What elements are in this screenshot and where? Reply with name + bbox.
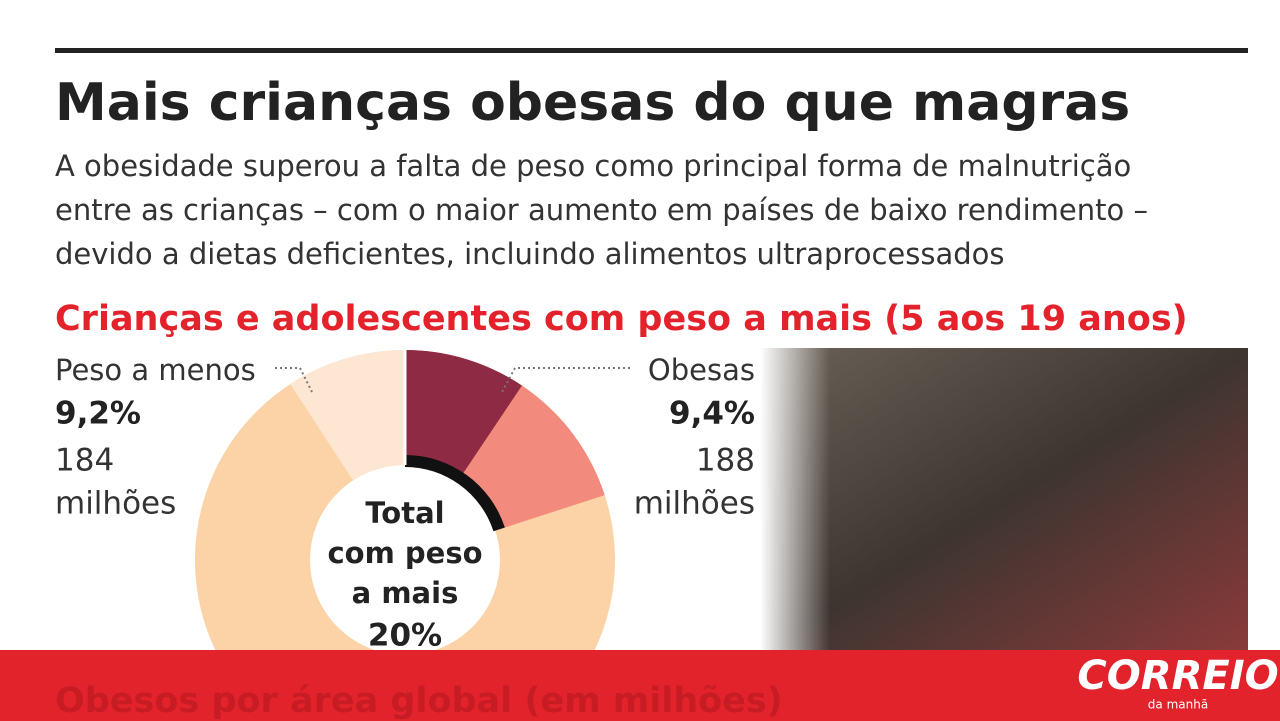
count-unit: milhões — [55, 486, 176, 522]
leader-line — [501, 367, 630, 393]
chart-title: Crianças e adolescentes com peso a mais … — [55, 299, 1188, 339]
photo — [760, 348, 1248, 650]
count: 184 — [55, 443, 114, 479]
count: 188 — [696, 443, 755, 479]
total-label: Total — [365, 496, 444, 530]
subtitle: entre as crianças – com o maior aumento … — [55, 193, 1148, 227]
logo-tagline: da manhã — [1148, 698, 1208, 712]
legend-label: Obesas — [648, 353, 755, 387]
next-section: Obesos por área global (em milhões) — [55, 681, 783, 721]
data-label: 9,2% — [55, 396, 141, 432]
footer-bar — [0, 650, 1280, 721]
logo: CORREIO — [1077, 653, 1278, 699]
title: Mais crianças obesas do que magras — [55, 73, 1130, 133]
photo-fade — [760, 348, 830, 650]
leader-line — [275, 367, 313, 393]
total-label: a mais — [352, 576, 459, 610]
total-value: 20% — [368, 618, 442, 654]
donut-segment — [405, 350, 522, 482]
subtitle: A obesidade superou a falta de peso como… — [55, 149, 1131, 183]
data-label: 9,4% — [669, 396, 755, 432]
subtitle: devido a dietas deficientes, incluindo a… — [55, 237, 1005, 271]
donut-segment — [290, 350, 405, 481]
count-unit: milhões — [634, 486, 755, 522]
legend-label: Peso a menos — [55, 353, 256, 387]
total-label: com peso — [327, 536, 482, 570]
top-rule — [55, 48, 1248, 53]
total-arc — [405, 455, 505, 532]
